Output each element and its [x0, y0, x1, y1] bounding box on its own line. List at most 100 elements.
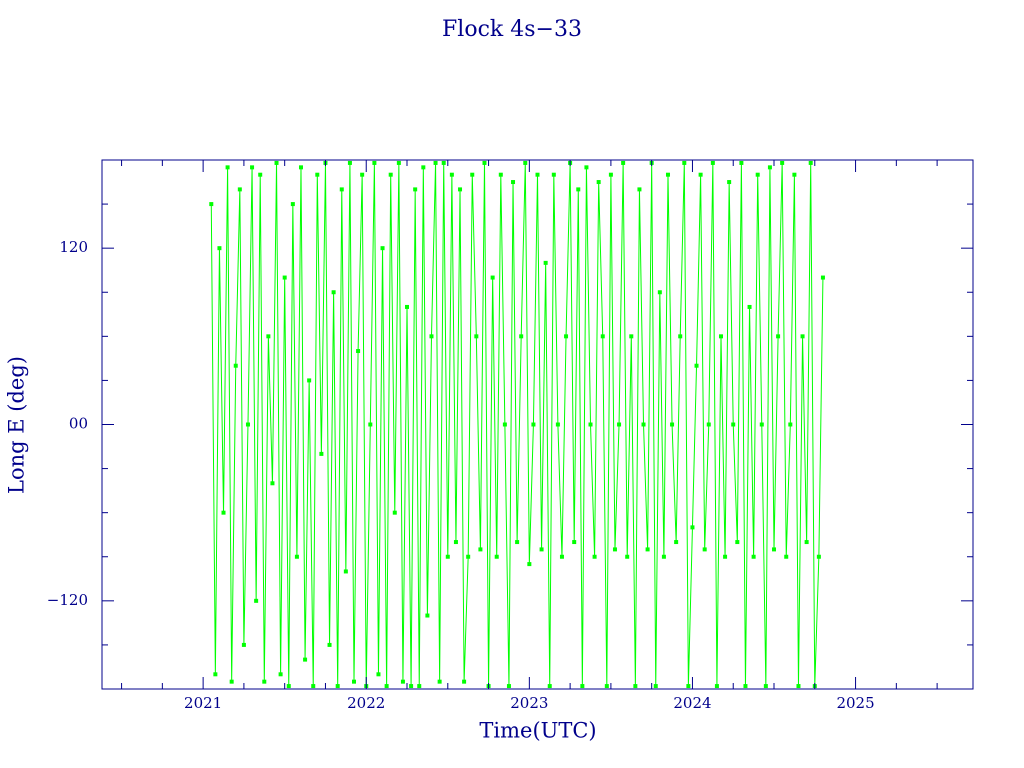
- data-point: [266, 334, 271, 339]
- data-point: [278, 672, 283, 677]
- data-point: [368, 422, 373, 427]
- data-point: [702, 547, 707, 552]
- data-point: [462, 679, 467, 684]
- data-point: [233, 363, 238, 368]
- data-point: [608, 172, 613, 177]
- data-point: [315, 172, 320, 177]
- data-point: [506, 684, 511, 689]
- data-point: [739, 160, 744, 165]
- data-point: [808, 160, 813, 165]
- data-point: [466, 554, 471, 559]
- data-point: [258, 172, 263, 177]
- data-point: [449, 172, 454, 177]
- x-tick-label: 2022: [347, 694, 385, 712]
- data-point: [600, 334, 605, 339]
- data-point: [621, 160, 626, 165]
- data-point: [519, 334, 524, 339]
- x-tick-label: 2024: [673, 694, 711, 712]
- x-axis-label: Time(UTC): [479, 719, 596, 743]
- data-point: [515, 540, 520, 545]
- data-point: [396, 160, 401, 165]
- data-point: [356, 349, 361, 354]
- x-tick-label: 2023: [510, 694, 548, 712]
- data-point: [209, 202, 214, 207]
- data-point: [474, 334, 479, 339]
- data-point: [229, 679, 234, 684]
- data-point: [674, 540, 679, 545]
- data-point: [547, 684, 552, 689]
- data-point: [303, 657, 308, 662]
- data-point: [360, 172, 365, 177]
- data-point: [270, 481, 275, 486]
- chart-title: Flock 4s−33: [442, 17, 582, 42]
- data-point: [772, 547, 777, 552]
- data-point: [596, 180, 601, 185]
- data-point: [417, 684, 422, 689]
- data-point: [490, 275, 495, 280]
- data-point: [335, 684, 340, 689]
- data-point: [763, 684, 768, 689]
- y-axis-label: Long E (deg): [5, 356, 29, 494]
- data-point: [392, 510, 397, 515]
- data-point: [743, 684, 748, 689]
- data-point: [735, 540, 740, 545]
- data-point: [376, 672, 381, 677]
- data-point: [820, 275, 825, 280]
- data-point: [498, 172, 503, 177]
- data-point: [559, 554, 564, 559]
- data-point: [380, 246, 385, 251]
- data-point: [327, 642, 332, 647]
- data-point: [331, 290, 336, 295]
- data-point: [470, 172, 475, 177]
- data-point: [637, 187, 642, 192]
- data-point: [482, 160, 487, 165]
- data-point: [400, 679, 405, 684]
- data-point: [290, 202, 295, 207]
- data-point: [617, 422, 622, 427]
- data-point: [429, 334, 434, 339]
- data-point: [339, 187, 344, 192]
- data-point: [384, 684, 389, 689]
- data-point: [551, 172, 556, 177]
- data-point: [531, 422, 536, 427]
- data-point: [274, 160, 279, 165]
- x-tick-label: 2021: [184, 694, 222, 712]
- data-point: [661, 554, 666, 559]
- data-point: [564, 334, 569, 339]
- data-point: [478, 547, 483, 552]
- data-point: [311, 684, 316, 689]
- data-point: [776, 334, 781, 339]
- data-point: [816, 554, 821, 559]
- data-point: [714, 684, 719, 689]
- data-point: [751, 554, 756, 559]
- data-point: [723, 554, 728, 559]
- data-point: [800, 334, 805, 339]
- data-point: [645, 547, 650, 552]
- data-point: [262, 679, 267, 684]
- data-point: [678, 334, 683, 339]
- y-tick-label: 120: [59, 238, 88, 256]
- data-point: [641, 422, 646, 427]
- data-point: [511, 180, 516, 185]
- data-point: [625, 554, 630, 559]
- data-point: [453, 540, 458, 545]
- data-point: [221, 510, 226, 515]
- data-point: [710, 160, 715, 165]
- data-point: [576, 187, 581, 192]
- data-point: [458, 187, 463, 192]
- data-point: [437, 679, 442, 684]
- data-point: [539, 547, 544, 552]
- data-point: [718, 334, 723, 339]
- data-point: [784, 554, 789, 559]
- data-point: [425, 613, 430, 618]
- data-point: [543, 260, 548, 265]
- data-point: [237, 187, 242, 192]
- data-point: [580, 684, 585, 689]
- data-point: [494, 554, 499, 559]
- data-point: [670, 422, 675, 427]
- data-point: [441, 160, 446, 165]
- data-point: [433, 160, 438, 165]
- y-tick-label: −120: [47, 591, 88, 609]
- data-point: [286, 684, 291, 689]
